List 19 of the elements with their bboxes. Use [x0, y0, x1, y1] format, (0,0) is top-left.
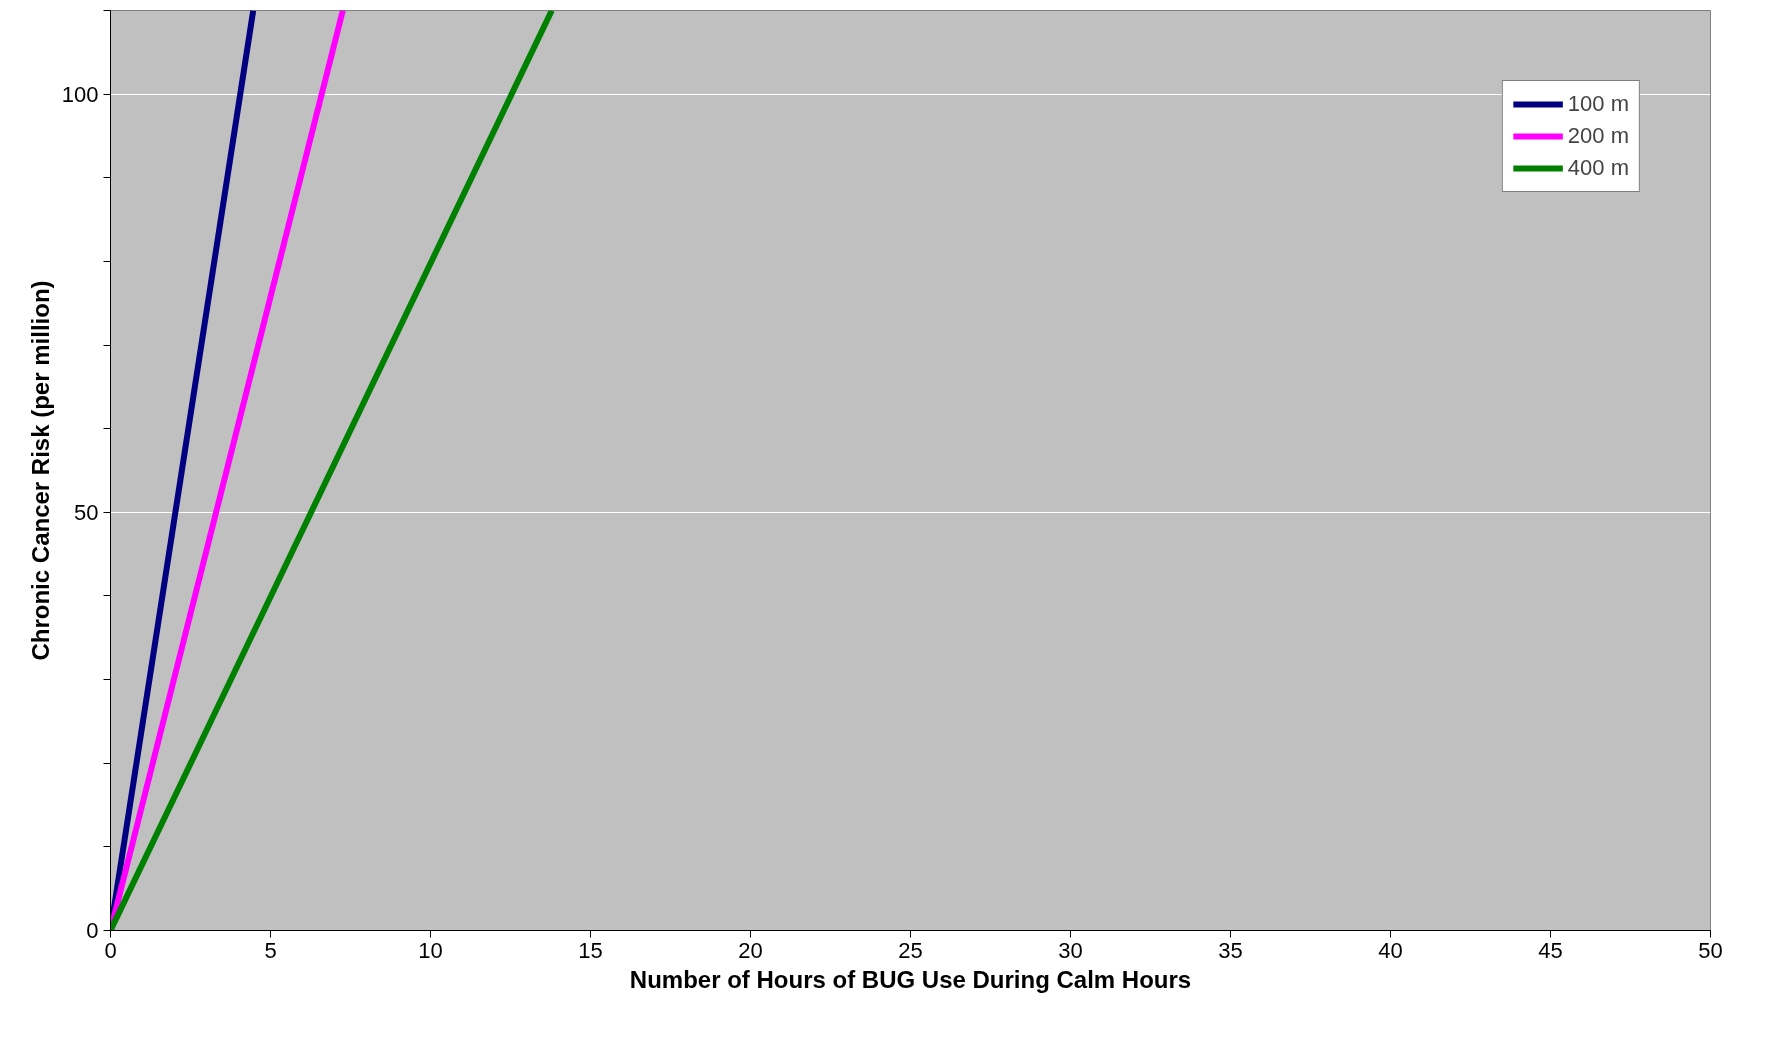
legend-label: 400 m: [1567, 155, 1629, 181]
y-tick-label: 0: [86, 918, 99, 943]
x-tick-label: 25: [898, 937, 923, 963]
y-tick-label: 50: [74, 499, 99, 525]
x-tick-label: 10: [418, 937, 443, 963]
x-tick-label: 35: [1218, 937, 1243, 963]
x-tick-label: 0: [104, 937, 117, 963]
x-tick-label: 50: [1698, 937, 1723, 963]
legend-label: 100 m: [1567, 91, 1629, 117]
x-tick-label: 40: [1378, 937, 1403, 963]
y-tick-label: 100: [61, 81, 99, 107]
x-tick-label: 30: [1058, 937, 1083, 963]
x-tick-label: 5: [264, 937, 277, 963]
y-axis-title: Chronic Cancer Risk (per million): [26, 280, 54, 661]
x-tick-label: 15: [578, 937, 603, 963]
x-axis-title: Number of Hours of BUG Use During Calm Hours: [629, 965, 1192, 993]
x-tick-label: 20: [738, 937, 763, 963]
x-tick-label: 45: [1538, 937, 1563, 963]
legend-label: 200 m: [1567, 123, 1629, 149]
